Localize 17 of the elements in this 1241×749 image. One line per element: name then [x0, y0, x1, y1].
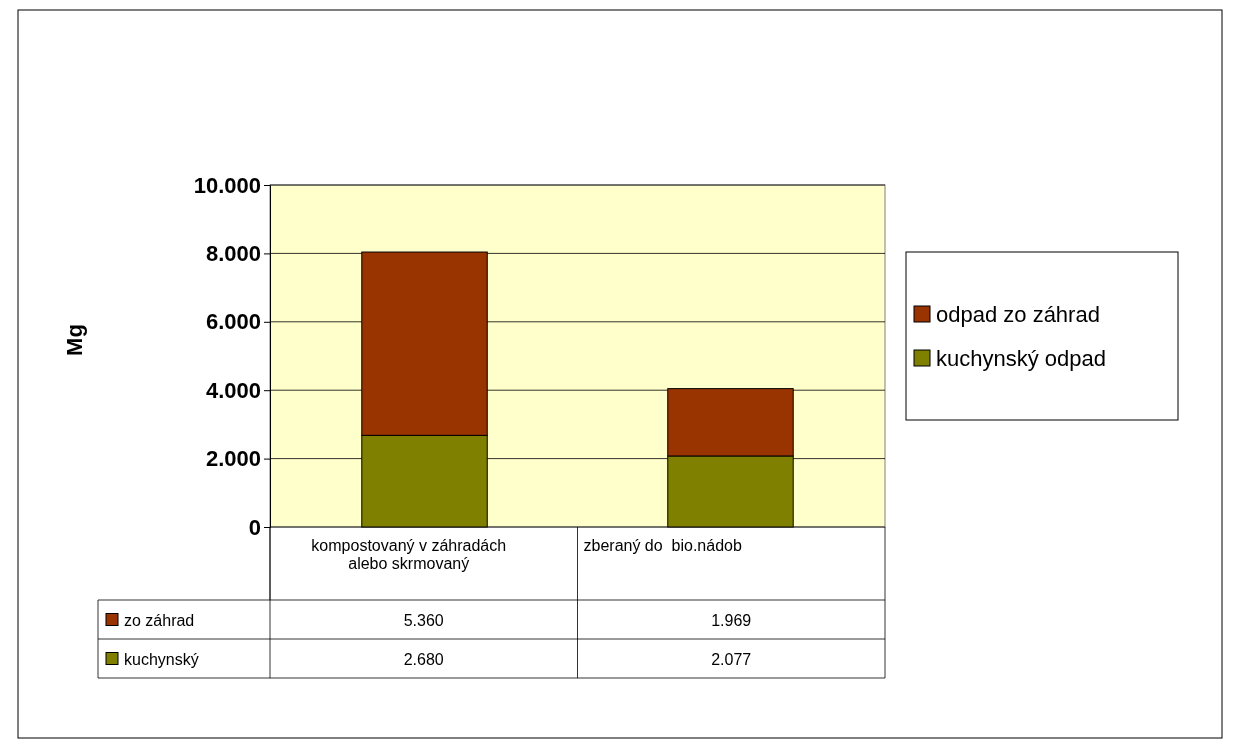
data-label: 2.077 — [711, 650, 752, 668]
y-tick-label: 4.000 — [205, 377, 261, 403]
y-axis-title: Mg — [62, 324, 87, 356]
x-tick-label: kompostovaný v záhradách alebo skrmovaný — [310, 537, 508, 573]
text: zo záhrad — [124, 611, 195, 629]
data-label: 5.360 — [403, 611, 444, 629]
y-tick-label: 0 — [248, 514, 261, 540]
y-tick-label: 8.000 — [205, 240, 261, 266]
legend-label: kuchynský odpad — [936, 346, 1106, 371]
data-label: 1.969 — [711, 611, 752, 629]
y-tick-label: 10.000 — [193, 172, 261, 198]
x-tick-label: zberaný do bio.nádob — [583, 537, 743, 555]
y-tick-label: 2.000 — [205, 446, 261, 472]
legend-label: odpad zo záhrad — [936, 302, 1100, 327]
y-tick-label: 6.000 — [205, 309, 261, 335]
text: kuchynský — [124, 650, 199, 668]
data-label: 2.680 — [403, 650, 444, 668]
